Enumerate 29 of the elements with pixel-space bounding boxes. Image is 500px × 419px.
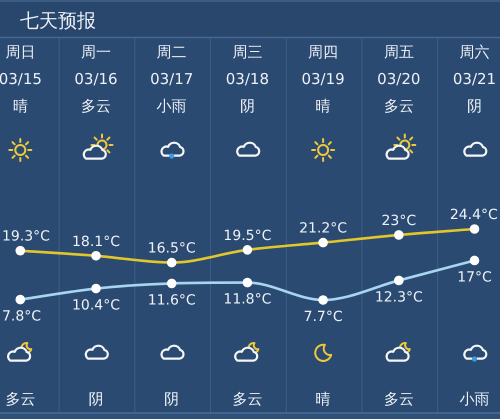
data-label: 10.4°C: [72, 298, 120, 314]
text: 阴: [88, 390, 104, 408]
text: 多云: [231, 390, 264, 408]
x-tick-label: 周六 03/21 阴: [452, 42, 498, 116]
data-label: 12.3°C: [374, 289, 423, 306]
chart-title: 七天预报: [20, 9, 96, 33]
data-label: 7.8°C: [2, 308, 42, 325]
text: 小雨: [458, 390, 490, 408]
text: 晴: [314, 390, 332, 408]
x-tick-label: 周三 03/18 阴: [224, 42, 270, 116]
data-label: 21.2°C: [299, 220, 348, 237]
data-label: 11.6°C: [148, 292, 196, 308]
data-label: 23°C: [382, 212, 416, 229]
text: 多云: [4, 390, 36, 408]
x-tick-label: 周五 03/20 多云: [376, 42, 422, 116]
data-label: 7.7°C: [304, 309, 343, 325]
x-tick-label: 周四 03/19 晴: [300, 42, 346, 116]
data-label: 19.5°C: [223, 228, 272, 244]
x-tick-label: 周一 03/16 多云: [73, 42, 119, 116]
text: 多云: [382, 390, 415, 408]
data-label: 24.4°C: [450, 207, 498, 223]
x-tick-label: 周日 03/15 晴: [0, 42, 43, 116]
text: 阴: [163, 390, 180, 408]
x-tick-label: 周二 03/17 小雨: [149, 42, 194, 116]
data-label: 17°C: [457, 269, 492, 286]
data-label: 11.8°C: [223, 292, 272, 308]
data-label: 18.1°C: [72, 234, 120, 250]
data-label: 19.3°C: [2, 228, 50, 245]
data-label: 16.5°C: [148, 240, 196, 257]
